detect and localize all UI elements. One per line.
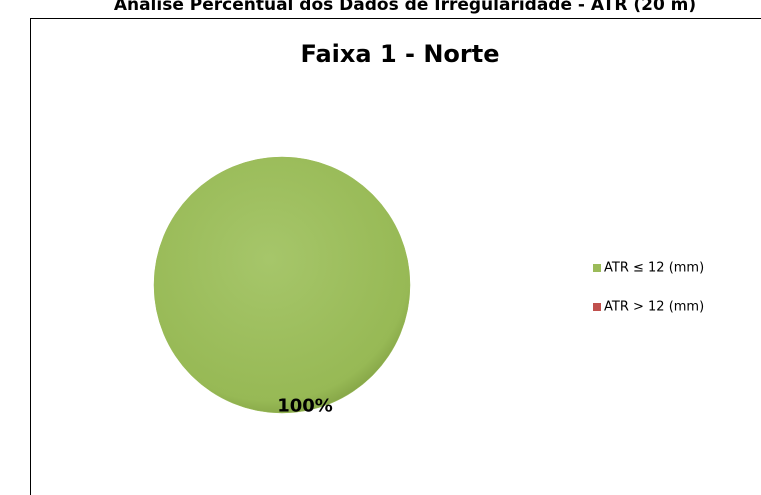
legend-label: ATR ≤ 12 (mm) — [604, 261, 704, 276]
legend-swatch — [593, 264, 601, 272]
data-label: 100% — [277, 396, 333, 417]
chart-title: Faixa 1 - Norte — [301, 40, 500, 68]
page-title: Análise Percentual dos Dados de Irregula… — [114, 0, 696, 15]
legend-label: ATR > 12 (mm) — [604, 300, 704, 315]
legend-swatch — [593, 303, 601, 311]
pie-slice — [153, 156, 411, 414]
chart-frame — [30, 18, 761, 495]
